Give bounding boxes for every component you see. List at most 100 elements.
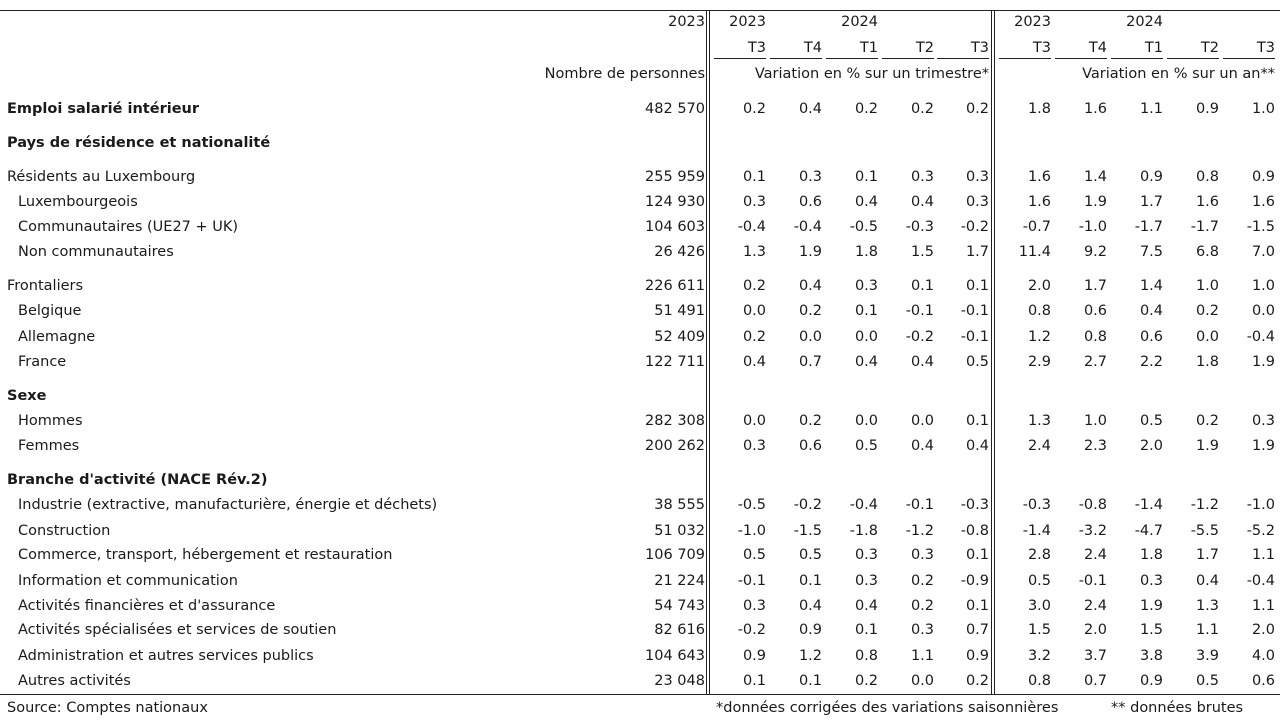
quarterly-change-cell: 0.1	[965, 413, 989, 429]
quarterly-change-cell: -1.2	[905, 523, 934, 539]
row-label: Femmes	[18, 438, 80, 454]
annual-change-cell: 2.2	[1139, 354, 1163, 370]
header-quarter: T1	[859, 40, 878, 56]
quarter-underline	[999, 58, 1051, 59]
annual-change-cell: 1.4	[1083, 169, 1107, 185]
annual-change-cell: 0.9	[1139, 169, 1163, 185]
quarterly-change-cell: -0.4	[793, 219, 822, 235]
row-label: Communautaires (UE27 + UK)	[18, 219, 239, 235]
row-label: Commerce, transport, hébergement et rest…	[18, 547, 393, 563]
count-cell: 482 570	[645, 101, 705, 117]
annual-change-cell: 1.7	[1139, 194, 1163, 210]
quarterly-change-cell: 0.3	[910, 622, 934, 638]
quarterly-change-cell: 0.2	[798, 413, 822, 429]
quarterly-change-cell: 0.2	[742, 101, 766, 117]
quarterly-change-cell: 0.1	[854, 622, 878, 638]
count-cell: 106 709	[645, 547, 705, 563]
row-label: Luxembourgeois	[18, 194, 138, 210]
quarterly-change-cell: 0.3	[910, 547, 934, 563]
annual-change-cell: 0.8	[1195, 169, 1219, 185]
annual-change-cell: -5.2	[1246, 523, 1275, 539]
row-label: Allemagne	[18, 329, 96, 345]
quarterly-change-cell: -0.8	[960, 523, 989, 539]
quarterly-change-cell: 0.4	[854, 354, 878, 370]
quarterly-change-cell: -0.1	[905, 303, 934, 319]
quarterly-change-cell: 0.4	[798, 278, 822, 294]
annual-change-cell: -1.4	[1022, 523, 1051, 539]
count-cell: 124 930	[645, 194, 705, 210]
quarterly-change-cell: 0.1	[742, 673, 766, 689]
annual-change-cell: 0.5	[1139, 413, 1163, 429]
quarterly-change-cell: -0.5	[737, 497, 766, 513]
quarterly-change-cell: -0.1	[737, 573, 766, 589]
quarterly-change-cell: 0.2	[854, 673, 878, 689]
count-cell: 23 048	[654, 673, 705, 689]
annual-change-cell: 1.3	[1195, 598, 1219, 614]
quarterly-change-cell: 1.7	[965, 244, 989, 260]
annual-change-cell: -0.1	[1078, 573, 1107, 589]
quarterly-change-cell: -0.1	[960, 303, 989, 319]
annual-change-cell: -1.7	[1190, 219, 1219, 235]
quarterly-change-cell: 0.4	[910, 438, 934, 454]
quarter-underline	[714, 58, 766, 59]
annual-change-cell: 0.6	[1251, 673, 1275, 689]
quarterly-change-cell: 0.4	[742, 354, 766, 370]
annual-change-cell: 3.0	[1027, 598, 1051, 614]
quarterly-change-cell: 0.5	[742, 547, 766, 563]
count-cell: 255 959	[645, 169, 705, 185]
column-separator	[706, 10, 707, 694]
quarterly-change-cell: 0.7	[965, 622, 989, 638]
quarterly-change-cell: 0.1	[854, 303, 878, 319]
quarter-underline	[1055, 58, 1107, 59]
annual-change-cell: -1.0	[1246, 497, 1275, 513]
quarterly-change-cell: 0.1	[965, 547, 989, 563]
row-label: Hommes	[18, 413, 83, 429]
bottom-rule	[0, 694, 1280, 695]
quarterly-change-cell: 0.2	[965, 673, 989, 689]
quarterly-change-cell: 0.3	[854, 547, 878, 563]
quarterly-change-cell: 0.4	[965, 438, 989, 454]
quarterly-change-cell: 0.9	[798, 622, 822, 638]
quarterly-change-cell: 0.4	[798, 598, 822, 614]
annual-change-cell: 1.0	[1083, 413, 1107, 429]
header-year: 2023	[668, 14, 705, 30]
annual-change-cell: 1.9	[1083, 194, 1107, 210]
quarterly-change-cell: 0.9	[742, 648, 766, 664]
quarterly-change-cell: 1.9	[798, 244, 822, 260]
quarterly-change-cell: 0.4	[910, 194, 934, 210]
quarterly-change-cell: 0.2	[910, 101, 934, 117]
header-quarter: T3	[747, 40, 766, 56]
annual-change-cell: 0.0	[1251, 303, 1275, 319]
quarterly-change-cell: 0.1	[910, 278, 934, 294]
row-label: France	[18, 354, 67, 370]
header-quarter: T2	[1200, 40, 1219, 56]
annual-change-cell: -3.2	[1078, 523, 1107, 539]
quarter-underline	[770, 58, 822, 59]
quarterly-change-cell: -0.4	[737, 219, 766, 235]
quarterly-change-cell: 0.3	[798, 169, 822, 185]
quarterly-change-cell: 0.0	[910, 413, 934, 429]
quarterly-change-cell: -0.2	[793, 497, 822, 513]
annual-change-cell: 2.0	[1251, 622, 1275, 638]
quarterly-change-cell: 1.5	[910, 244, 934, 260]
annual-change-cell: 2.4	[1027, 438, 1051, 454]
quarterly-change-cell: 0.0	[742, 303, 766, 319]
unit-label: Variation en % sur un an**	[1082, 66, 1275, 82]
annual-change-cell: 1.1	[1195, 622, 1219, 638]
count-cell: 54 743	[654, 598, 705, 614]
quarterly-change-cell: 0.1	[798, 573, 822, 589]
annual-change-cell: 0.4	[1195, 573, 1219, 589]
annual-change-cell: -1.0	[1078, 219, 1107, 235]
column-separator	[991, 10, 992, 694]
header-quarter: T2	[915, 40, 934, 56]
quarterly-change-cell: -0.4	[849, 497, 878, 513]
quarterly-change-cell: 0.2	[910, 573, 934, 589]
quarterly-change-cell: 0.5	[798, 547, 822, 563]
count-cell: 51 032	[654, 523, 705, 539]
unit-label: Nombre de personnes	[544, 66, 705, 82]
footnote-seasonal: *données corrigées des variations saison…	[716, 700, 1059, 716]
quarterly-change-cell: 0.0	[854, 329, 878, 345]
annual-change-cell: 3.7	[1083, 648, 1107, 664]
header-quarter: T3	[1256, 40, 1275, 56]
quarterly-change-cell: 0.4	[854, 598, 878, 614]
